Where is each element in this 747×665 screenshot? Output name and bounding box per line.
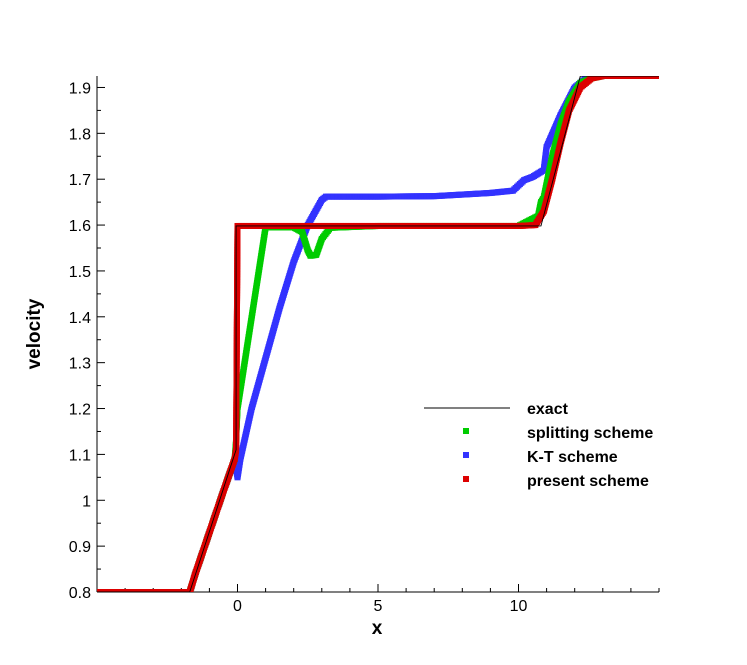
y-tick-label: 1.3 (69, 356, 91, 373)
series-layer (97, 76, 659, 592)
x-tick-label: 5 (374, 598, 383, 615)
axes (96, 76, 659, 593)
y-tick-label: 1.2 (69, 402, 91, 419)
legend-label-present: present scheme (527, 473, 649, 490)
x-axis-label: x (372, 618, 383, 639)
y-tick-label: 1.1 (69, 447, 91, 464)
data-point (656, 76, 659, 79)
y-axis-label: velocity (24, 298, 45, 369)
tick-marks (96, 86, 660, 593)
y-tick-label: 1.5 (69, 264, 91, 281)
y-tick-label: 1 (82, 493, 91, 510)
y-tick-label: 0.8 (69, 585, 91, 602)
y-tick-label: 1.6 (69, 218, 91, 235)
series-exact-line (97, 76, 659, 592)
y-tick-label: 1.7 (69, 172, 91, 189)
series-present-scheme (97, 76, 659, 592)
legend: exact splitting scheme K-T scheme presen… (424, 401, 653, 490)
y-tick-label: 1.4 (69, 310, 91, 327)
legend-label-exact: exact (527, 401, 569, 418)
tick-labels: 0 5 10 0.8 0.9 1 1.1 1.2 1.3 1.4 1.5 1.6 1.7 1.8 1.9 (69, 80, 528, 615)
y-tick-label: 1.9 (69, 80, 91, 97)
y-tick-label: 0.9 (69, 539, 91, 556)
x-tick-label: 0 (233, 598, 242, 615)
legend-splitting-marker (463, 428, 469, 434)
legend-present-marker (463, 476, 469, 482)
legend-label-kt: K-T scheme (527, 449, 618, 466)
series-splitting-scheme (97, 76, 659, 592)
legend-label-splitting: splitting scheme (527, 425, 653, 442)
legend-kt-marker (463, 452, 469, 458)
series-k-t-scheme (97, 76, 659, 592)
x-tick-label: 10 (510, 598, 528, 615)
y-tick-label: 1.8 (69, 126, 91, 143)
